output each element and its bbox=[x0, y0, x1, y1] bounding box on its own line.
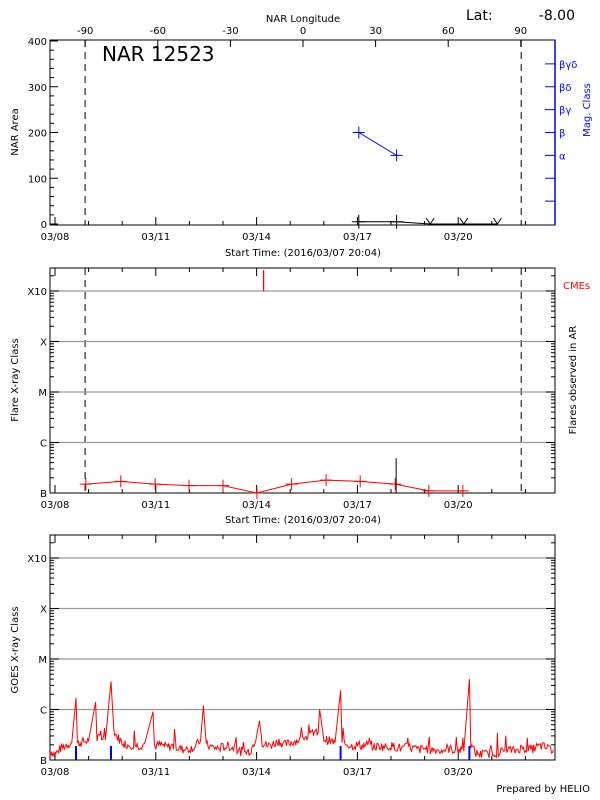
flare-point bbox=[320, 474, 333, 487]
lon-tick-label: -90 bbox=[77, 26, 93, 37]
xlabel-panel1: Start Time: (2016/03/07 20:04) bbox=[225, 248, 381, 259]
y-tick-label: M bbox=[38, 655, 47, 666]
y-tick-label: M bbox=[38, 388, 47, 399]
y-tick-label: 300 bbox=[28, 83, 47, 94]
flare-point bbox=[114, 475, 127, 488]
mag-class-tick-label: βγ bbox=[559, 106, 571, 117]
y-tick-label: C bbox=[40, 706, 47, 717]
flare-point bbox=[79, 478, 92, 491]
y-tick-label: B bbox=[40, 756, 47, 767]
xlabel-panel2: Start Time: (2016/03/07 20:04) bbox=[225, 515, 381, 526]
y-tick-label: X10 bbox=[27, 287, 47, 298]
mag-class-tick-label: β bbox=[559, 129, 565, 140]
y-tick-label: 100 bbox=[28, 174, 47, 185]
x-tick-label: 03/11 bbox=[141, 767, 170, 778]
goes-ylabel: GOES X-ray Class bbox=[10, 606, 21, 693]
x-tick-label: 03/20 bbox=[444, 232, 473, 243]
footer-credit: Prepared by HELIO bbox=[496, 784, 590, 795]
mag-class-point bbox=[390, 149, 403, 162]
flare-point bbox=[422, 484, 435, 497]
lat-label: Lat: bbox=[466, 8, 493, 24]
y-tick-label: 200 bbox=[28, 129, 47, 140]
x-tick-label: 03/20 bbox=[444, 500, 473, 511]
x-tick-label: 03/11 bbox=[141, 232, 170, 243]
x-tick-label: 03/11 bbox=[141, 500, 170, 511]
x-tick-label: 03/17 bbox=[343, 767, 372, 778]
nar-area-zero-marker bbox=[425, 217, 435, 225]
mag-class-label: Mag. Class bbox=[582, 83, 593, 137]
y-tick-label: X10 bbox=[27, 554, 47, 565]
mag-class-tick-label: α bbox=[559, 151, 566, 162]
nar-area-zero-marker bbox=[459, 217, 469, 225]
cme-label: CMEs bbox=[563, 281, 590, 292]
mag-class-tick-label: βδ bbox=[559, 83, 572, 94]
y-tick-label: B bbox=[40, 489, 47, 500]
longitude-axis-label: NAR Longitude bbox=[266, 14, 340, 25]
lon-tick-label: 60 bbox=[442, 26, 455, 37]
plot-frame-2 bbox=[49, 267, 556, 494]
lon-tick-label: -30 bbox=[222, 26, 238, 37]
x-tick-label: 03/14 bbox=[242, 767, 271, 778]
flare-point bbox=[250, 487, 263, 499]
x-tick-label: 03/08 bbox=[41, 232, 70, 243]
plot-frame-3 bbox=[49, 534, 556, 761]
lon-tick-label: 0 bbox=[300, 26, 306, 37]
y-tick-label: C bbox=[40, 439, 47, 450]
goes-flux-line bbox=[48, 679, 554, 759]
lat-value: -8.00 bbox=[539, 8, 575, 24]
flare-point bbox=[183, 479, 196, 492]
mag-class-point bbox=[352, 126, 365, 139]
x-tick-label: 03/14 bbox=[242, 232, 271, 243]
lon-tick-label: 30 bbox=[369, 26, 382, 37]
flares-observed-label: Flares observed in AR bbox=[568, 326, 579, 435]
x-tick-label: 03/08 bbox=[41, 500, 70, 511]
y-tick-label: 400 bbox=[28, 37, 47, 48]
nar-area-line bbox=[358, 221, 498, 225]
flare-point bbox=[149, 478, 162, 491]
flare-ylabel: Flare X-ray Class bbox=[10, 338, 21, 422]
flare-point bbox=[389, 478, 402, 491]
nar-area-point bbox=[389, 214, 404, 229]
flare-class-line bbox=[85, 479, 463, 494]
nar-area-point bbox=[351, 214, 366, 229]
flare-point bbox=[285, 478, 298, 491]
x-tick-label: 03/14 bbox=[242, 500, 271, 511]
flare-point bbox=[456, 484, 469, 497]
plot-frame-1 bbox=[49, 39, 556, 226]
x-tick-label: 03/17 bbox=[343, 500, 372, 511]
nar-area-zero-marker bbox=[492, 217, 502, 225]
area-ylabel: NAR Area bbox=[10, 108, 21, 155]
flare-point bbox=[354, 475, 367, 488]
lon-tick-label: -60 bbox=[150, 26, 166, 37]
x-tick-label: 03/20 bbox=[444, 767, 473, 778]
mag-class-tick-label: βγδ bbox=[559, 60, 577, 71]
y-tick-label: X bbox=[40, 338, 47, 349]
x-tick-label: 03/08 bbox=[41, 767, 70, 778]
lon-tick-label: 90 bbox=[514, 26, 527, 37]
x-tick-label: 03/17 bbox=[343, 232, 372, 243]
flare-point bbox=[217, 479, 229, 492]
mag-class-line bbox=[358, 132, 397, 156]
y-tick-label: X bbox=[40, 605, 47, 616]
y-tick-label: 0 bbox=[41, 220, 47, 231]
